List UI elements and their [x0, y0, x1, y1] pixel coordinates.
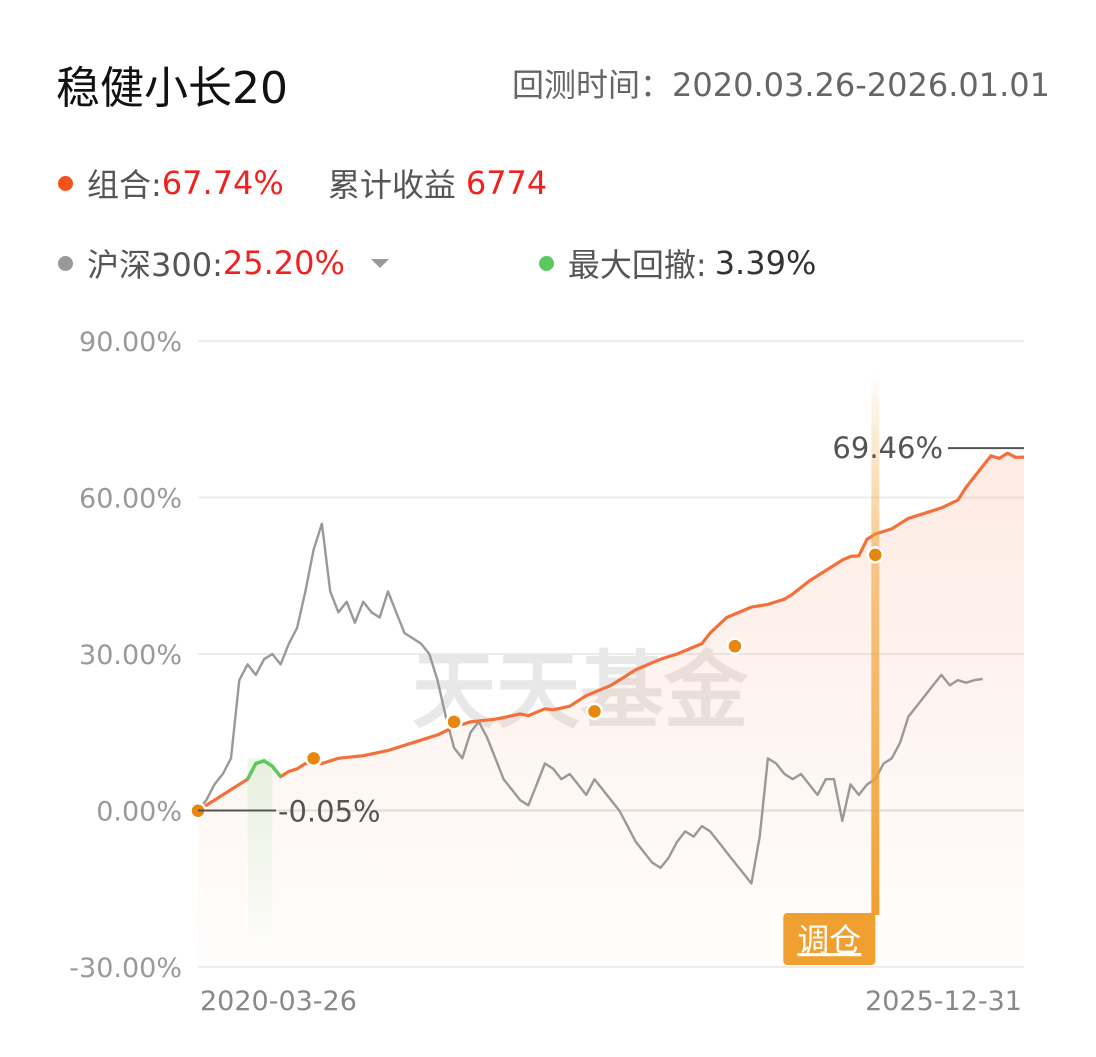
x-start-label: 2020-03-26 [200, 986, 357, 1017]
cumulative-label: 累计收益 [327, 166, 456, 204]
rebalance-line [871, 370, 880, 915]
drawdown-label: 最大回撤: [567, 246, 707, 284]
max-value-label: 69.46% [832, 431, 943, 465]
y-tick-label: 30.00% [79, 640, 182, 671]
backtest-range-label: 回测时间： [512, 66, 673, 104]
benchmark-selector[interactable]: 沪深300: 25.20% [58, 240, 389, 286]
y-tick-label: -30.00% [69, 953, 182, 984]
portfolio-line [197, 451, 1025, 812]
rebalance-marker [445, 713, 463, 731]
portfolio-dot-icon [58, 175, 73, 191]
y-tick-label: 90.00% [79, 327, 182, 358]
rebalance-marker [866, 546, 885, 564]
start-value-label: -0.05% [278, 795, 381, 829]
benchmark-line [197, 522, 983, 885]
drawdown-dot-icon [538, 255, 554, 271]
rebalance-label: 调仓 [797, 921, 861, 959]
portfolio-legend: 组合: 67.74% 累计收益 6774 [58, 160, 547, 206]
performance-chart: 90.00%60.00%30.00%0.00%-30.00% 天天基金 调仓 -… [69, 327, 1025, 1017]
benchmark-label: 沪深300: [87, 246, 223, 284]
benchmark-legend: 沪深300: 25.20% 最大回撤: 3.39% [58, 240, 816, 286]
drawdown-line [246, 759, 282, 780]
y-tick-label: 60.00% [79, 484, 182, 515]
portfolio-label: 组合: [87, 166, 162, 204]
benchmark-value: 25.20% [222, 244, 345, 282]
rebalance-button [783, 913, 876, 965]
rebalance-marker [726, 637, 744, 655]
page-title: 稳健小长20 [56, 63, 288, 114]
rebalance-marker [585, 702, 604, 721]
portfolio-area [198, 453, 1024, 967]
caret-down-icon[interactable] [370, 258, 389, 268]
cumulative-value: 6774 [465, 164, 548, 202]
portfolio-value: 67.74% [161, 164, 284, 202]
backtest-range: 回测时间：2020.03.26-2026.01.01 [512, 60, 1050, 106]
drawdown-band [247, 758, 273, 937]
y-tick-label: 0.00% [96, 797, 182, 828]
benchmark-dot-icon [58, 255, 73, 271]
backtest-range-value: 2020.03.26-2026.01.01 [672, 66, 1050, 104]
drawdown-value: 3.39% [714, 244, 817, 282]
rebalance-marker [304, 749, 323, 768]
x-end-label: 2025-12-31 [865, 986, 1022, 1017]
